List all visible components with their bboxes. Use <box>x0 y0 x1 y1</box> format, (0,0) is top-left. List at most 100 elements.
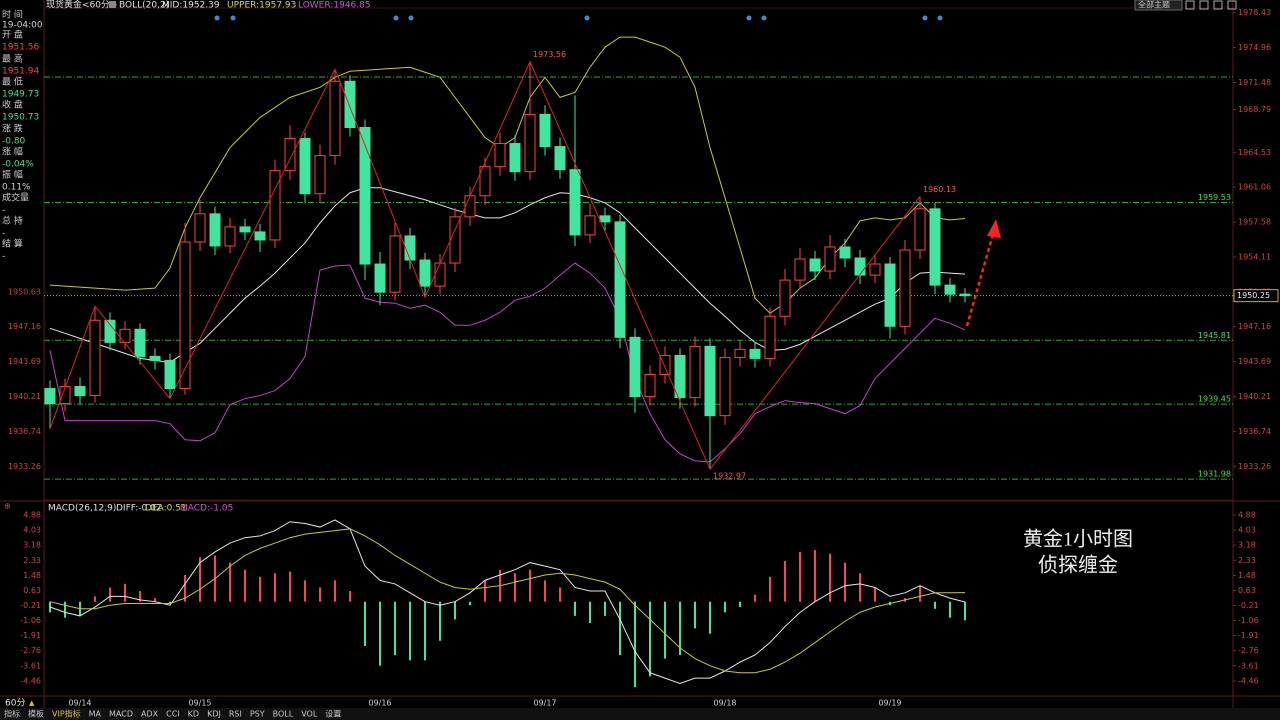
theme-label: 全部主题 <box>1138 0 1170 10</box>
tab[interactable]: 设置 <box>325 709 341 719</box>
tab[interactable]: ADX <box>141 710 159 719</box>
period-arrow: ▲ <box>29 699 35 707</box>
y-tick-label-left: 1933.26 <box>8 462 41 471</box>
info-label: 成交量 <box>2 192 29 204</box>
candle-body <box>749 348 761 359</box>
info-value: 1950.73 <box>2 113 39 123</box>
tab[interactable]: CCI <box>166 710 180 719</box>
candle-body <box>284 138 296 172</box>
info-label: 最 低 <box>2 76 23 88</box>
tab[interactable]: KDJ <box>207 710 221 719</box>
tab[interactable]: MACD <box>109 710 133 719</box>
y-tick-label-left: -1.06 <box>20 616 41 625</box>
event-markers <box>214 15 943 21</box>
candle-body <box>164 359 176 390</box>
candle-body <box>674 354 686 399</box>
period[interactable]: 60分 <box>5 698 25 709</box>
y-tick-label: -3.61 <box>1238 661 1259 670</box>
watermark: 侦探缠金 <box>1038 554 1118 577</box>
y-tick-label-left: 2.33 <box>23 556 41 565</box>
tool-button[interactable] <box>1199 0 1209 10</box>
tab[interactable]: 指标 <box>4 709 20 719</box>
y-tick-label: 1936.74 <box>1238 427 1271 436</box>
tab[interactable]: KD <box>188 710 199 719</box>
candle-body <box>779 279 791 317</box>
y-tick-label: 4.88 <box>1238 510 1256 519</box>
symbol: 现货黄金<60分> <box>46 0 118 11</box>
macd-diff: DIFF:-0.02 <box>116 504 162 514</box>
candle-body <box>389 235 401 293</box>
y-tick-label: 1943.69 <box>1238 357 1271 366</box>
candle-body <box>509 143 521 173</box>
y-tick-label: 1954.11 <box>1238 252 1271 261</box>
tab-bar <box>0 708 1280 720</box>
candle-body <box>614 221 626 338</box>
level-label: 1959.53 <box>1198 193 1231 202</box>
y-tick-label: 0.63 <box>1238 586 1256 595</box>
last-price-label: 1950.25 <box>1237 291 1270 300</box>
candle-body <box>704 345 716 417</box>
macd-name: MACD(26,12,9) <box>48 504 116 514</box>
candle-body <box>794 258 806 281</box>
tool-button[interactable] <box>1227 0 1237 10</box>
y-tick-label: 1961.06 <box>1238 183 1271 192</box>
x-tick-label: 09/15 <box>188 699 211 708</box>
tab[interactable]: MA <box>89 710 102 719</box>
tab[interactable]: 模板 <box>28 709 44 719</box>
y-tick-label-left: 0.63 <box>23 586 41 595</box>
y-tick-label: 1933.26 <box>1238 462 1271 471</box>
candle-body <box>224 226 236 247</box>
y-tick-label-left: 1936.74 <box>8 427 41 436</box>
candle-body <box>824 246 836 272</box>
main-frame <box>43 7 1234 501</box>
tool-button[interactable] <box>1185 0 1195 10</box>
tool-button[interactable] <box>1213 0 1223 10</box>
candle-body <box>89 319 101 397</box>
y-tick-label-left: -3.61 <box>20 661 41 670</box>
macd-line <box>49 528 966 674</box>
x-tick-label: 09/18 <box>713 699 736 708</box>
candle-body <box>329 80 341 157</box>
y-tick-label-left: 1943.69 <box>8 357 41 366</box>
candle-body <box>419 259 431 287</box>
candle-body <box>659 354 671 375</box>
candle-body <box>404 235 416 261</box>
candle-body <box>179 241 191 390</box>
info-label: 时 间 <box>2 9 23 21</box>
boll-band <box>49 262 966 463</box>
info-value: - <box>2 206 5 216</box>
info-value: 1951.94 <box>2 67 39 77</box>
boll-upper: UPPER:1957.93 <box>227 1 296 11</box>
candle-body <box>209 213 221 247</box>
y-tick-label-left: -2.76 <box>20 646 41 655</box>
candle-body <box>239 226 251 233</box>
info-value: -0.04% <box>2 160 34 170</box>
info-label: 结 算 <box>2 238 23 250</box>
y-tick-label: -4.46 <box>1238 676 1259 685</box>
info-label: 涨 跌 <box>2 124 23 135</box>
candle-body <box>479 166 491 197</box>
y-tick-label: -0.21 <box>1238 601 1259 610</box>
y-tick-label-left: 1950.63 <box>8 287 41 296</box>
boll-lower: LOWER:1946.85 <box>298 1 371 11</box>
tab[interactable]: VIP指标 <box>52 709 81 719</box>
info-label: 收 盘 <box>2 99 23 111</box>
tab[interactable]: BOLL <box>273 710 294 719</box>
info-value: 0.11% <box>2 183 31 193</box>
tab[interactable]: VOL <box>301 710 318 719</box>
info-label: 最 高 <box>2 53 23 65</box>
indicator: BOLL(20,2) <box>119 1 169 11</box>
level-label: 1945.81 <box>1198 331 1231 340</box>
tab[interactable]: PSY <box>250 710 265 719</box>
candle-body <box>269 170 281 241</box>
candle-body <box>764 315 776 359</box>
theme-dropdown[interactable] <box>1134 0 1183 11</box>
y-tick-label: 1947.16 <box>1238 322 1271 331</box>
candle-body <box>569 169 581 236</box>
candle-body <box>734 348 746 358</box>
info-value: 1949.73 <box>2 90 39 100</box>
candle-body <box>254 231 266 241</box>
y-tick-label-left: 3.18 <box>23 541 41 550</box>
tab[interactable]: RSI <box>229 710 242 719</box>
candle-body <box>74 386 86 397</box>
